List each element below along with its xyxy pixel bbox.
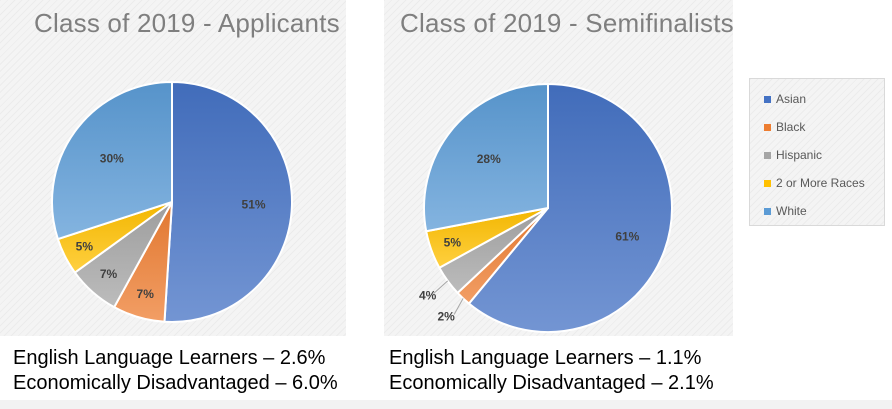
data-label-hispanic: 7% — [100, 267, 118, 281]
pie-slice-asian — [163, 80, 294, 323]
legend-swatch-asian — [764, 95, 771, 103]
legend-item-hispanic: Hispanic — [764, 148, 822, 162]
data-label-white: 28% — [477, 152, 501, 166]
leader-line-black — [453, 298, 464, 315]
applicants-chart-title: Class of 2019 - Applicants — [34, 8, 340, 38]
applicants-pie-chart: 51% 7% 7% 5% 30% — [51, 80, 294, 323]
semifinalists-pie-chart: 61% 2%4% 5% 28% — [419, 82, 673, 333]
legend-swatch-black — [764, 123, 771, 131]
data-label-white: 30% — [100, 151, 124, 165]
legend-label: Hispanic — [776, 148, 823, 162]
legend-swatch-white — [764, 207, 771, 215]
pie-slice-white — [423, 82, 549, 233]
legend-item-white: White — [764, 204, 807, 218]
semifinalists-econ-note: Economically Disadvantaged – 2.1% — [389, 372, 714, 394]
data-label-hispanic: 4% — [419, 288, 437, 302]
semifinalists-chart-title: Class of 2019 - Semifinalists — [400, 8, 734, 38]
data-label-asian: 51% — [242, 198, 266, 212]
legend-item-black: Black — [764, 120, 805, 134]
legend-swatch-two-or-more — [764, 179, 771, 187]
legend-item-two-or-more: 2 or More Races — [764, 176, 865, 190]
legend-swatch-hispanic — [764, 151, 771, 159]
pie-slice-asian — [467, 82, 673, 333]
data-label-black: 7% — [137, 287, 155, 301]
data-label-asian: 61% — [615, 230, 639, 244]
chart-legend: Asian Black Hispanic 2 or More Races Whi… — [749, 78, 885, 226]
bottom-strip — [0, 400, 892, 409]
leader-line-hispanic — [433, 280, 449, 294]
data-label-two-or-more: 5% — [444, 235, 462, 249]
legend-label: White — [776, 204, 807, 218]
legend-label: Asian — [776, 92, 807, 106]
semifinalists-chart-panel: Class of 2019 - Semifinalists 61% 2% 4% 5% 2… — [384, 0, 734, 336]
legend-label: 2 or More Races — [776, 176, 865, 190]
legend-label: Black — [776, 120, 806, 134]
applicants-chart-panel: Class of 2019 - Applicants 51% 7% 7% 5% 30% — [0, 0, 346, 336]
pie-slice-white — [51, 80, 173, 241]
semifinalists-ell-note: English Language Learners – 1.1% — [389, 347, 702, 369]
applicants-econ-note: Economically Disadvantaged – 6.0% — [13, 372, 338, 394]
applicants-ell-note: English Language Learners – 2.6% — [13, 347, 326, 369]
data-label-two-or-more: 5% — [76, 240, 94, 254]
legend-item-asian: Asian — [764, 92, 806, 106]
data-label-black: 2% — [437, 309, 455, 323]
